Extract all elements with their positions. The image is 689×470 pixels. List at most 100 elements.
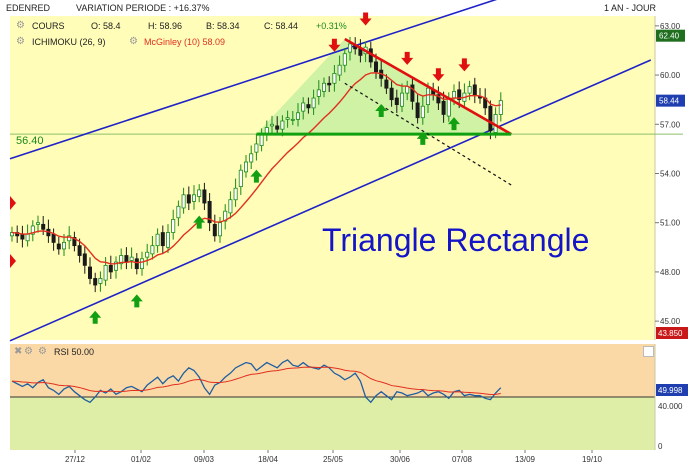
down-arrow-icon [401, 51, 414, 65]
candle-body [446, 97, 451, 117]
candle-body [165, 232, 170, 248]
x-tick-label: 30/06 [390, 455, 411, 464]
x-tick-label: 27/12 [65, 455, 86, 464]
candle-body [332, 73, 337, 84]
down-arrow-icon [328, 38, 341, 52]
price-tick-label: 63.00 [660, 22, 681, 31]
candle-body [384, 79, 389, 89]
candle-body [134, 258, 139, 270]
candle-body [217, 222, 222, 237]
up-arrow-icon [250, 169, 263, 183]
candle-body [238, 169, 243, 188]
candle-body [191, 194, 196, 202]
candle-body [20, 233, 25, 240]
variation-label: VARIATION PERIODE : +16.37% [76, 3, 210, 13]
candle-body [389, 87, 394, 101]
rsi-top-tag: 43.850 [658, 329, 683, 338]
candle-body [129, 256, 134, 261]
candle-body [25, 233, 30, 242]
candle-body [311, 97, 316, 109]
high-value: H: 58.96 [148, 21, 183, 31]
candle-body [301, 102, 306, 112]
settings-gear-icon[interactable]: ⚙ [16, 20, 25, 31]
candle-body [197, 189, 202, 197]
price-tick-label: 57.00 [660, 120, 681, 129]
rsi-gear-icon[interactable]: ⚙ [38, 346, 47, 357]
close-panel-icon[interactable]: ✖ [14, 346, 23, 357]
high-price-tag: 62.40 [659, 32, 680, 41]
x-tick-label: 18/04 [258, 455, 279, 464]
candle-body [342, 53, 347, 66]
candle-body [420, 105, 425, 119]
candle-body [436, 94, 441, 104]
candle-body [451, 91, 456, 99]
rsi-value-tag: 49.998 [658, 386, 683, 395]
mcginley-gear-icon[interactable]: ⚙ [129, 36, 138, 47]
resistance-line [344, 37, 512, 136]
x-tick-label: 19/10 [582, 455, 603, 464]
candle-body [295, 112, 300, 120]
candle-body [119, 255, 124, 265]
candle-body [41, 223, 46, 230]
candle-body [394, 97, 399, 105]
left-edge-marker-icon [10, 254, 16, 268]
price-tick-label: 54.00 [660, 169, 681, 178]
rsi-label: RSI 50.00 [54, 347, 95, 357]
candle-body [337, 64, 342, 76]
candle-body [98, 278, 103, 284]
candle-body [145, 251, 150, 258]
rsi-settings-icon[interactable]: ⚙ [24, 346, 33, 357]
rsi-signal-line [11, 366, 501, 396]
candle-body [347, 43, 352, 53]
candle-body [82, 253, 87, 266]
x-tick-label: 01/02 [131, 455, 152, 464]
price-tick-label: 45.00 [660, 317, 681, 326]
candle-body [306, 104, 311, 109]
rsi-line [11, 359, 502, 404]
price-tick-label: 48.00 [660, 268, 681, 277]
left-edge-marker-icon [10, 196, 16, 210]
candle-body [472, 84, 477, 96]
down-arrow-icon [432, 68, 445, 82]
open-value: O: 58.4 [91, 21, 121, 31]
candle-body [415, 102, 420, 119]
rsi-tick-label: 40.000 [658, 402, 683, 411]
candle-body [93, 278, 98, 286]
x-tick-label: 09/03 [194, 455, 215, 464]
candle-body [498, 100, 503, 115]
pattern-title: Triangle Rectangle [322, 222, 590, 258]
candle-body [36, 222, 41, 225]
rsi-value-tag-bg [656, 384, 688, 396]
candle-body [425, 87, 430, 105]
ichimoku-label: ICHIMOKU (26, 9) [32, 37, 106, 47]
candle-body [254, 143, 259, 153]
price-tick-label: 60.00 [660, 71, 681, 80]
price-tick-label: 51.00 [660, 219, 681, 228]
candle-body [233, 187, 238, 201]
candle-body [176, 205, 181, 219]
candle-body [103, 264, 108, 281]
candle-body [207, 200, 212, 224]
candle-body [405, 86, 410, 94]
mcginley-label: McGinley (10) 58.09 [144, 37, 226, 47]
last-price-tag-bg [656, 94, 685, 107]
timeframe-label[interactable]: 1 AN - JOUR [604, 3, 657, 13]
candle-body [243, 161, 248, 173]
down-arrow-icon [359, 12, 372, 26]
candle-body [62, 241, 67, 250]
candle-body [275, 125, 280, 130]
candle-body [373, 61, 378, 73]
candle-body [316, 89, 321, 97]
up-arrow-icon [448, 117, 460, 131]
candle-body [259, 133, 264, 146]
candle-body [399, 92, 404, 107]
maximize-icon[interactable] [643, 346, 654, 357]
up-arrow-icon [130, 294, 143, 308]
up-arrow-icon [375, 104, 388, 118]
candle-body [488, 105, 493, 132]
candle-body [30, 225, 35, 235]
ichimoku-gear-icon[interactable]: ⚙ [16, 36, 25, 47]
candle-body [155, 233, 160, 247]
candle-body [150, 245, 155, 255]
